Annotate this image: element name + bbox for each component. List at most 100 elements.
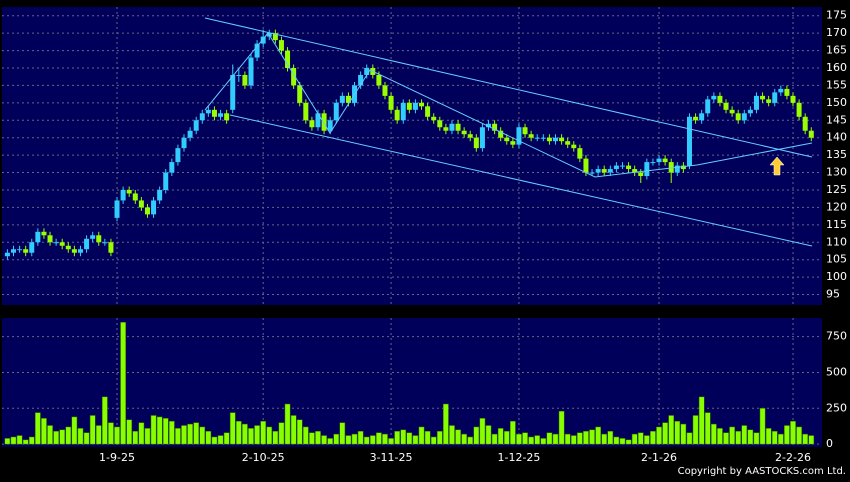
- volume-bar: [479, 418, 486, 445]
- volume-bar: [522, 432, 528, 445]
- volume-bar: [223, 432, 230, 445]
- candle-body: [680, 165, 686, 170]
- volume-bar: [193, 422, 200, 445]
- candle-body: [224, 113, 230, 121]
- candle-body: [84, 238, 90, 250]
- candle-body: [248, 57, 254, 86]
- volume-bar: [607, 430, 614, 445]
- volume-bar: [436, 430, 443, 445]
- volume-bar: [120, 322, 126, 445]
- volume-bar: [662, 422, 668, 445]
- volume-bar: [59, 429, 66, 445]
- candle-body: [339, 95, 345, 103]
- candle-body: [577, 148, 583, 159]
- x-tick-label: 2-10-25: [242, 451, 285, 464]
- volume-bar: [321, 435, 327, 445]
- y-tick-label: 125: [826, 183, 847, 196]
- volume-bar: [503, 430, 510, 445]
- volume-bar: [534, 435, 541, 445]
- candle-body: [291, 67, 297, 86]
- candle-body: [108, 242, 114, 253]
- candle-body: [315, 113, 321, 128]
- volume-bar: [765, 428, 772, 445]
- candle-body: [90, 235, 96, 239]
- volume-bar: [443, 403, 449, 445]
- candle-body: [790, 95, 796, 103]
- candle-body: [272, 33, 278, 41]
- volume-bar: [656, 426, 662, 445]
- candle-body: [218, 113, 224, 117]
- candle-body: [772, 92, 778, 103]
- candle-body: [77, 249, 83, 253]
- volume-bar: [735, 430, 742, 445]
- volume-bar: [95, 425, 102, 445]
- candle-body: [565, 141, 571, 145]
- volume-bar: [540, 438, 547, 445]
- x-tick-label: 1-9-25: [99, 451, 135, 464]
- x-tick-label: 2-2-26: [775, 451, 811, 464]
- candle-body: [461, 130, 467, 135]
- volume-bar: [126, 419, 133, 445]
- candle-body: [778, 88, 784, 93]
- candle-body: [412, 102, 418, 110]
- candle-body: [540, 137, 546, 139]
- volume-bar: [28, 436, 35, 445]
- volume-bar: [22, 439, 29, 445]
- x-tick-label: 1-12-25: [497, 451, 540, 464]
- candle-body: [114, 200, 120, 218]
- volume-bar: [777, 433, 784, 445]
- y-tick-label: 110: [826, 235, 847, 248]
- volume-bar: [729, 426, 735, 445]
- candle-body: [741, 113, 747, 121]
- y-tick-label: 155: [826, 78, 847, 91]
- candle-body: [309, 120, 315, 128]
- volume-bar: [388, 438, 394, 445]
- candle-body: [29, 242, 35, 253]
- candle-body: [583, 158, 589, 173]
- volume-bar: [570, 435, 577, 445]
- volume-bar: [583, 430, 589, 445]
- candle-body: [242, 74, 248, 86]
- candle-body: [138, 200, 144, 208]
- volume-bar: [790, 420, 796, 445]
- candle-body: [784, 88, 790, 96]
- volume-bar: [302, 426, 309, 445]
- volume-bar: [345, 435, 352, 445]
- volume-bar: [497, 428, 504, 445]
- candle-body: [71, 249, 77, 253]
- candle-body: [662, 158, 668, 163]
- volume-bar: [363, 436, 370, 445]
- volume-bar: [272, 430, 279, 445]
- candle-body: [132, 193, 138, 201]
- volume-bar: [101, 396, 108, 445]
- candle-body: [607, 169, 613, 173]
- candle-body: [120, 189, 126, 201]
- volume-bar: [528, 436, 534, 445]
- y-tick-label: 500: [826, 365, 847, 378]
- volume-bar: [53, 430, 59, 445]
- candle-body: [53, 242, 59, 244]
- volume-bar: [235, 420, 242, 445]
- candle-body: [163, 172, 169, 190]
- candle-body: [254, 43, 260, 58]
- candle-body: [808, 130, 814, 138]
- y-tick-label: 170: [826, 26, 847, 39]
- volume-bar: [47, 425, 53, 445]
- candle-body: [479, 127, 485, 149]
- candle-body: [211, 109, 217, 117]
- volume-bar: [156, 416, 163, 445]
- volume-bar: [668, 415, 675, 445]
- candle-body: [425, 106, 431, 117]
- candle-body: [388, 95, 394, 110]
- y-tick-label: 130: [826, 166, 847, 179]
- candle-body: [345, 95, 351, 103]
- marks: [4, 29, 815, 445]
- candle-body: [47, 235, 53, 243]
- y-tick-label: 150: [826, 96, 847, 109]
- candle-body: [528, 134, 534, 138]
- candle-body: [169, 162, 175, 173]
- volume-bar: [394, 430, 401, 445]
- candle-body: [41, 231, 47, 236]
